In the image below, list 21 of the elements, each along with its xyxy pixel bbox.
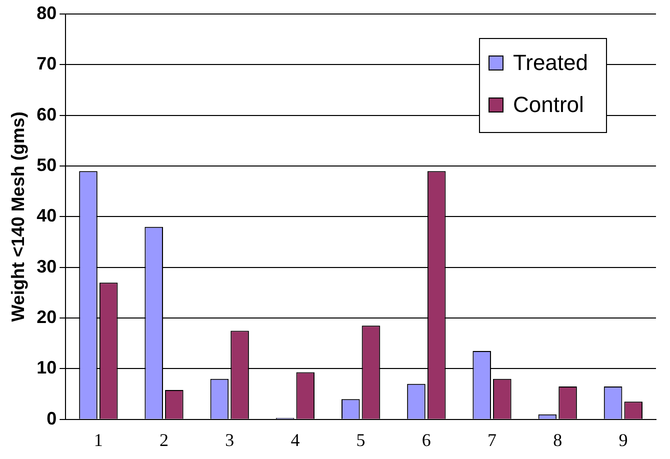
x-tick-label: 5 [356,430,366,450]
y-tick-label: 20 [36,307,57,328]
x-tick-label: 7 [488,430,497,450]
y-tick-label: 60 [36,104,57,124]
y-tick-label: 10 [36,358,57,378]
y-tick-label: 70 [36,54,57,74]
y-tick-label: 80 [36,2,57,23]
y-tick-label: 30 [36,256,57,276]
x-tick-label: 2 [160,430,169,450]
y-tick-label: 0 [46,408,57,428]
x-tick-label: 9 [618,430,628,450]
y-tick-label: 40 [36,206,57,226]
legend-label: Control [513,92,584,118]
x-tick-label: 4 [290,430,300,450]
y-axis-title: Weight <140 Mesh (gms) [8,112,28,322]
legend-label: Treated [513,50,588,76]
y-tick-label: 50 [36,154,57,175]
x-tick-label: 8 [553,430,562,450]
x-tick-label: 3 [225,430,234,450]
x-tick-label: 6 [422,430,431,450]
x-tick-label: 1 [94,430,103,450]
